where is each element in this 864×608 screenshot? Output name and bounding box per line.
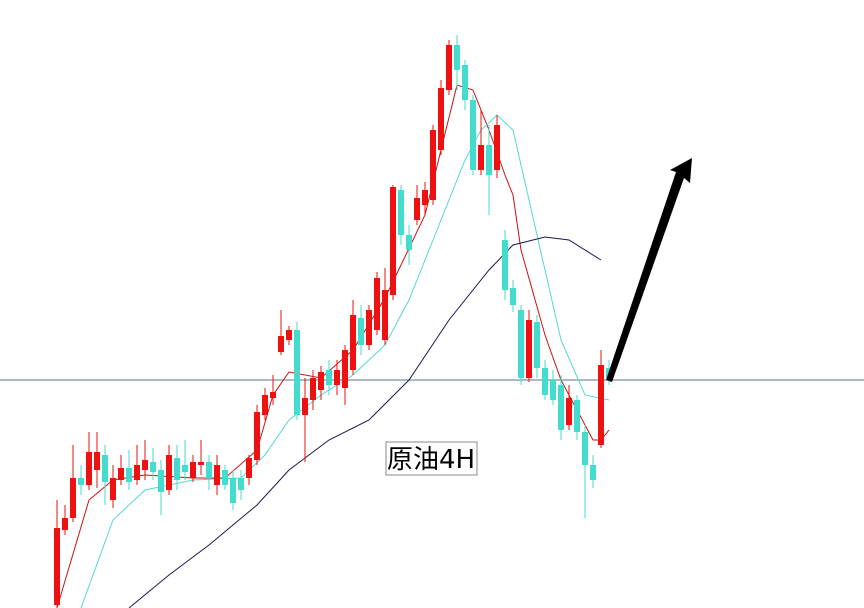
candle-body [590, 465, 596, 480]
candle-body [478, 145, 484, 170]
candle-body [350, 315, 356, 370]
candle-body [134, 465, 140, 480]
candle-body [446, 45, 452, 90]
candle-body [574, 400, 580, 432]
label-box [385, 441, 478, 476]
candle-body [270, 392, 276, 398]
candle-body [510, 288, 516, 305]
arrow [606, 158, 692, 382]
candle-body [414, 198, 420, 220]
plot-area [0, 35, 864, 608]
candle-body [206, 462, 212, 478]
candle-body [558, 385, 564, 430]
candle-body [494, 125, 500, 170]
candle-body [158, 470, 164, 492]
candle-body [118, 468, 124, 480]
candle-body [462, 65, 468, 100]
candle-body [238, 478, 244, 490]
candle-body [246, 458, 252, 478]
candle-body [382, 290, 388, 340]
candle-body [534, 322, 540, 368]
candle-body [294, 330, 300, 415]
candle-body [550, 380, 556, 400]
candle-body [582, 432, 588, 465]
candle-body [110, 478, 116, 500]
candle-body [310, 378, 316, 400]
candle-body [78, 478, 84, 485]
candle-body [190, 462, 196, 478]
candle-body [470, 100, 476, 170]
candle-body [454, 45, 460, 70]
candle-body [198, 462, 204, 465]
moving-average-line [128, 236, 602, 608]
candle-body [254, 412, 260, 460]
candle-body [230, 478, 236, 503]
candle-body [326, 370, 332, 385]
candle-body [166, 455, 172, 490]
candle-body [142, 460, 148, 470]
candle-body [542, 368, 548, 395]
candle-body [278, 336, 284, 352]
candle-body [54, 528, 60, 605]
candle-body [262, 395, 268, 415]
candle-body [430, 130, 436, 200]
candle-body [358, 318, 364, 345]
candle-body [398, 190, 404, 235]
candle-body [374, 278, 380, 330]
candle-body [566, 398, 572, 425]
candle-body [102, 455, 108, 482]
candle-body [150, 462, 156, 472]
candle-body [126, 468, 132, 482]
candle-body [342, 350, 348, 388]
candle-body [502, 240, 508, 290]
candle-body [486, 145, 492, 175]
candle-body [438, 88, 444, 150]
candle-body [86, 452, 92, 485]
candle-body [390, 187, 396, 295]
candle-body [526, 320, 532, 378]
candle-body [286, 330, 292, 340]
candle-body [222, 470, 228, 485]
candle-body [518, 310, 524, 378]
candle-body [366, 310, 372, 345]
candle-body [334, 370, 340, 385]
candle-body [62, 518, 68, 530]
candle-body [422, 190, 428, 205]
candle-body [598, 365, 604, 445]
candle-body [302, 398, 308, 415]
candle-body [318, 372, 324, 390]
candle-body [174, 458, 180, 480]
chart-label: 原油4H [387, 445, 475, 475]
candle-body [406, 235, 412, 250]
candle-body [182, 465, 188, 472]
candle-body [70, 478, 76, 518]
candle-body [94, 452, 100, 470]
candle-body [214, 465, 220, 485]
